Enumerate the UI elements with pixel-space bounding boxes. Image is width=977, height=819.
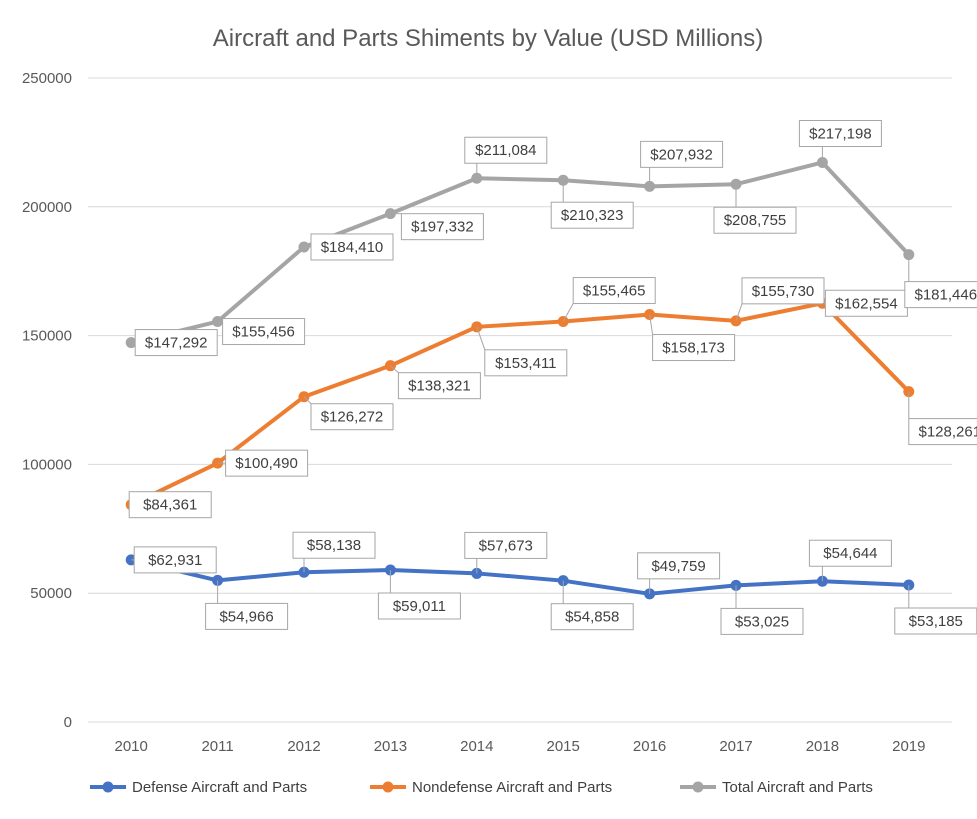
- data-label: $207,932: [650, 146, 713, 163]
- data-label-box: [550, 201, 634, 229]
- x-tick-label: 2013: [374, 738, 407, 755]
- data-label-box: [310, 233, 394, 261]
- data-label: $155,730: [752, 283, 815, 300]
- y-axis-ticks: 0 50000 100000 150000 200000 250000: [22, 70, 72, 731]
- x-tick-label: 2012: [287, 738, 320, 755]
- data-label: $62,931: [148, 552, 202, 569]
- data-label-box: [133, 546, 217, 574]
- data-label-box: [713, 206, 797, 234]
- data-label: $53,025: [735, 613, 789, 630]
- data-label-box: [464, 531, 548, 559]
- data-label: $158,173: [662, 340, 725, 357]
- x-tick-label: 2014: [460, 738, 493, 755]
- x-tick-label: 2011: [201, 738, 233, 755]
- x-axis-ticks: 2010 2011 2012 2013 2014 2015 2016 2017 2018 2019: [115, 738, 926, 755]
- chart-title: Aircraft and Parts Shiments by Value (US…: [213, 25, 763, 52]
- data-label-box: [400, 213, 484, 241]
- data-label: $147,292: [145, 335, 208, 352]
- data-label-box: [550, 603, 634, 631]
- data-label-box: [640, 140, 724, 168]
- legend-swatch-marker: [692, 781, 704, 793]
- label-leader: [476, 326, 486, 350]
- label-leader: [390, 365, 399, 374]
- data-label-box: [894, 607, 977, 635]
- label-leader: [562, 303, 574, 322]
- legend: Defense Aircraft and Parts Nondefense Air…: [90, 779, 873, 796]
- data-label: $126,272: [321, 409, 384, 426]
- y-tick-label: 200000: [22, 199, 72, 216]
- data-label-box: [824, 289, 908, 317]
- y-tick-label: 250000: [22, 70, 72, 87]
- data-label: $210,323: [561, 207, 624, 224]
- data-label: $181,446: [915, 287, 977, 304]
- data-label-box: [225, 449, 309, 477]
- data-label: $84,361: [143, 497, 197, 514]
- x-tick-label: 2019: [892, 738, 925, 755]
- data-label-box: [292, 531, 376, 559]
- data-label: $211,084: [475, 142, 536, 159]
- data-label: $58,138: [307, 537, 361, 554]
- data-label: $208,755: [724, 212, 787, 229]
- data-label: $53,185: [909, 613, 963, 630]
- data-label-box: [652, 334, 736, 362]
- data-label: $155,465: [583, 283, 646, 300]
- data-label-box: [397, 372, 481, 400]
- data-label-box: [798, 119, 882, 147]
- data-labels: $62,931 $54,966 $58,138 $59,011 $57,673 $54,8…: [128, 119, 977, 635]
- legend-label: Nondefense Aircraft and Parts: [412, 779, 612, 796]
- data-label-box: [310, 403, 394, 431]
- data-label-box: [637, 552, 721, 580]
- data-label: $49,759: [651, 558, 705, 575]
- data-label: $138,321: [408, 378, 471, 395]
- data-label-box: [720, 607, 804, 635]
- data-label: $57,673: [479, 537, 533, 554]
- label-leader: [735, 303, 743, 322]
- series-line-1: [129, 301, 911, 507]
- series-line-0: [129, 557, 911, 596]
- data-label: $54,858: [565, 609, 619, 626]
- x-tick-label: 2018: [806, 738, 839, 755]
- data-label-box: [205, 602, 289, 630]
- y-tick-label: 50000: [30, 585, 72, 602]
- legend-label: Total Aircraft and Parts: [722, 779, 873, 796]
- data-label-box: [484, 349, 568, 377]
- data-label-box: [908, 418, 977, 446]
- data-label: $100,490: [235, 455, 298, 472]
- data-label-box: [808, 539, 892, 567]
- x-tick-label: 2017: [719, 738, 752, 755]
- y-tick-label: 150000: [22, 328, 72, 345]
- legend-swatch-marker: [102, 781, 114, 793]
- data-label: $197,332: [411, 219, 474, 236]
- data-label: $153,411: [495, 355, 556, 372]
- data-point: [903, 249, 915, 261]
- x-tick-label: 2016: [633, 738, 666, 755]
- data-label: $155,456: [232, 324, 295, 341]
- data-label-box: [222, 318, 306, 346]
- data-label-box: [741, 277, 825, 305]
- y-tick-label: 100000: [22, 456, 72, 473]
- data-label: $217,198: [809, 125, 872, 142]
- y-tick-label: 0: [64, 714, 72, 731]
- data-label-box: [464, 136, 548, 164]
- legend-swatch-marker: [382, 781, 394, 793]
- data-label-box: [572, 277, 656, 305]
- x-tick-label: 2010: [115, 738, 148, 755]
- label-leader: [303, 396, 312, 405]
- data-label: $54,644: [823, 545, 877, 562]
- data-label: $54,966: [219, 608, 273, 625]
- data-label: $59,011: [393, 598, 446, 615]
- data-label-box: [128, 491, 212, 519]
- data-label: $162,554: [835, 295, 898, 312]
- data-label-box: [904, 281, 977, 309]
- series-line-2: [129, 160, 911, 345]
- data-label: $128,261: [919, 424, 977, 441]
- x-tick-label: 2015: [547, 738, 580, 755]
- data-label-box: [134, 329, 218, 357]
- data-label-box: [377, 592, 461, 620]
- label-leader: [649, 314, 654, 335]
- legend-label: Defense Aircraft and Parts: [132, 779, 307, 796]
- data-label: $184,410: [321, 239, 384, 256]
